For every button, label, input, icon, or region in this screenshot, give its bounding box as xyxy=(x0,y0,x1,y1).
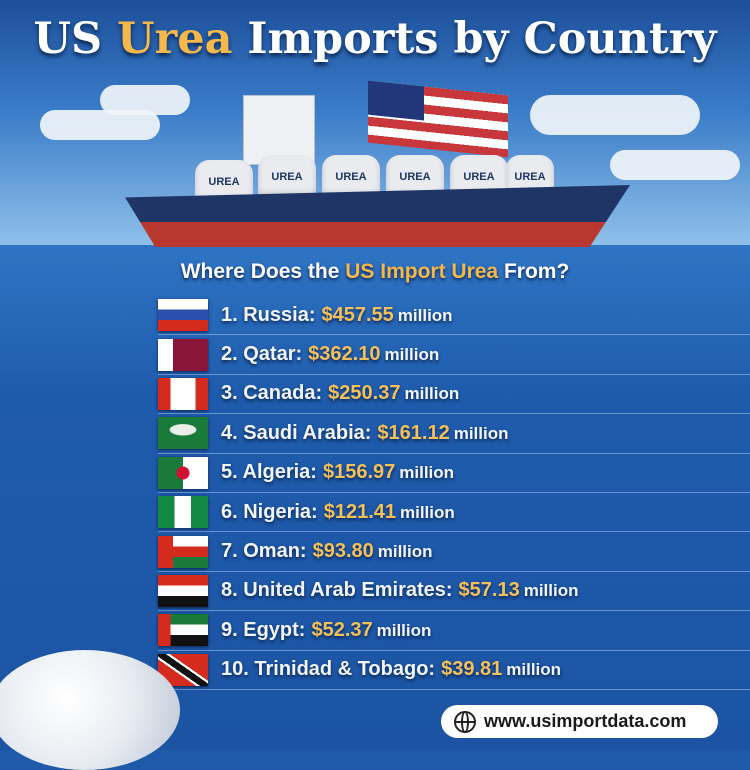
ranking-text: 4. Saudi Arabia: $161.12 million xyxy=(221,422,509,445)
flag-egypt-icon xyxy=(158,614,208,647)
import-amount: $457.55 xyxy=(321,303,394,326)
amount-unit: million xyxy=(506,660,562,680)
cloud xyxy=(100,85,190,115)
amount-unit: million xyxy=(376,620,432,640)
list-item: 10. Trinidad & Tobago: $39.81 million xyxy=(158,651,750,690)
flag-uae-icon xyxy=(158,574,208,607)
country-label: 5. Algeria: xyxy=(221,461,317,484)
ranking-text: 5. Algeria: $156.97 million xyxy=(221,461,454,484)
amount-unit: million xyxy=(377,542,433,562)
urea-pellets-image xyxy=(0,650,180,770)
import-amount: $362.10 xyxy=(308,343,381,366)
ranking-text: 9. Egypt: $52.37 million xyxy=(221,619,431,642)
cargo-bag: UREA xyxy=(258,155,316,197)
cloud xyxy=(40,110,160,140)
ranking-text: 6. Nigeria: $121.41 million xyxy=(221,501,455,524)
cloud xyxy=(610,150,740,180)
list-item: 5. Algeria: $156.97 million xyxy=(158,454,750,493)
amount-unit: million xyxy=(400,502,455,522)
import-amount: $161.12 xyxy=(377,421,450,444)
country-label: 2. Qatar: xyxy=(221,343,303,366)
ranking-text: 10. Trinidad & Tobago: $39.81 million xyxy=(221,658,561,681)
cloud xyxy=(530,95,700,135)
ranking-text: 8. United Arab Emirates: $57.13 million xyxy=(221,579,579,602)
amount-unit: million xyxy=(399,463,455,483)
flag-saudi-arabia-icon xyxy=(158,417,208,450)
import-amount: $93.80 xyxy=(312,540,374,563)
website-badge[interactable]: www.usimportdata.com xyxy=(441,705,718,738)
title-text: US xyxy=(33,14,118,64)
country-label: 7. Oman: xyxy=(221,540,307,563)
import-amount: $250.37 xyxy=(328,382,401,405)
amount-unit: million xyxy=(397,305,453,325)
import-amount: $39.81 xyxy=(441,658,503,681)
amount-unit: million xyxy=(523,581,579,601)
list-item: 9. Egypt: $52.37 million xyxy=(158,611,750,651)
title-text: Imports by Country xyxy=(232,14,717,64)
amount-unit: million xyxy=(404,384,460,404)
list-item: 2. Qatar: $362.10 million xyxy=(158,335,750,375)
title-highlight: Urea xyxy=(117,14,233,64)
website-url[interactable]: www.usimportdata.com xyxy=(484,711,687,731)
globe-icon xyxy=(454,710,476,733)
ranking-list: 1. Russia: $457.55 million 2. Qatar: $362.1… xyxy=(158,296,750,690)
list-item: 1. Russia: $457.55 million xyxy=(158,296,750,336)
amount-unit: million xyxy=(453,423,509,443)
list-item: 6. Nigeria: $121.41 million xyxy=(158,493,750,533)
country-label: 10. Trinidad & Tobago: xyxy=(221,658,436,681)
list-item: 4. Saudi Arabia: $161.12 million xyxy=(158,414,750,454)
page-title: US Urea Imports by Country xyxy=(0,14,750,64)
subtitle-highlight: US Import Urea xyxy=(345,260,499,283)
flag-algeria-icon xyxy=(158,456,208,489)
list-item: 8. United Arab Emirates: $57.13 million xyxy=(158,572,750,612)
import-amount: $57.13 xyxy=(458,579,520,602)
list-item: 7. Oman: $93.80 million xyxy=(158,532,750,572)
import-amount: $156.97 xyxy=(322,461,396,484)
ranking-text: 7. Oman: $93.80 million xyxy=(221,540,433,563)
cargo-bag: UREA xyxy=(322,155,380,197)
flag-oman-icon xyxy=(158,535,208,568)
country-label: 9. Egypt: xyxy=(221,618,306,641)
subtitle-text: From? xyxy=(498,260,570,283)
country-label: 8. United Arab Emirates: xyxy=(221,579,453,602)
country-label: 6. Nigeria: xyxy=(221,500,318,523)
flag-canada-icon xyxy=(158,377,208,410)
ranking-text: 2. Qatar: $362.10 million xyxy=(221,343,439,366)
ranking-text: 3. Canada: $250.37 million xyxy=(221,382,459,405)
subtitle-text: Where Does the xyxy=(180,260,346,283)
flag-qatar-icon xyxy=(158,338,208,371)
amount-unit: million xyxy=(384,345,440,365)
subtitle: Where Does the US Import Urea From? xyxy=(0,260,750,284)
flag-nigeria-icon xyxy=(158,496,208,529)
country-label: 3. Canada: xyxy=(221,382,323,405)
flag-russia-icon xyxy=(158,299,208,332)
import-amount: $121.41 xyxy=(323,500,396,523)
import-amount: $52.37 xyxy=(311,618,373,641)
ranking-text: 1. Russia: $457.55 million xyxy=(221,304,453,327)
country-label: 1. Russia: xyxy=(221,303,316,326)
country-label: 4. Saudi Arabia: xyxy=(221,421,372,444)
list-item: 3. Canada: $250.37 million xyxy=(158,375,750,415)
